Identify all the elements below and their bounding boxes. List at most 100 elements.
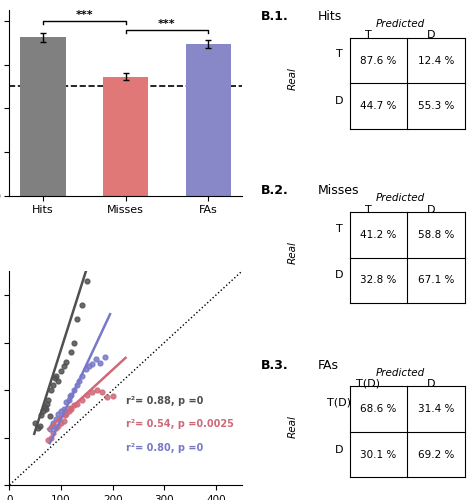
Point xyxy=(66,392,74,400)
Point xyxy=(83,391,91,399)
Point xyxy=(60,362,67,370)
Point xyxy=(57,408,65,416)
Text: 31.4 %: 31.4 % xyxy=(418,404,455,414)
Text: Real: Real xyxy=(288,241,298,264)
Text: D: D xyxy=(335,270,343,280)
Text: r²= 0.88, p =0: r²= 0.88, p =0 xyxy=(126,396,203,406)
Point xyxy=(39,408,47,416)
Point xyxy=(49,429,57,437)
Text: 32.8 %: 32.8 % xyxy=(360,276,397,285)
Text: D: D xyxy=(427,30,436,40)
Text: 68.6 %: 68.6 % xyxy=(360,404,397,414)
Point xyxy=(78,300,85,308)
Text: Misses: Misses xyxy=(318,184,360,198)
Point xyxy=(70,338,78,346)
Point xyxy=(60,417,67,425)
Point xyxy=(83,277,91,285)
Point xyxy=(34,424,42,432)
Point xyxy=(96,358,103,366)
Point xyxy=(45,436,52,444)
Text: D: D xyxy=(427,204,436,214)
Text: T: T xyxy=(365,204,372,214)
Text: 69.2 %: 69.2 % xyxy=(418,450,455,460)
Point xyxy=(49,420,57,428)
Point xyxy=(93,386,101,394)
Point xyxy=(55,376,62,384)
Point xyxy=(63,398,70,406)
Text: Predicted: Predicted xyxy=(375,193,425,203)
Point xyxy=(48,422,55,430)
Text: Predicted: Predicted xyxy=(375,368,425,378)
Text: T: T xyxy=(365,30,372,40)
Point xyxy=(46,425,54,433)
Point xyxy=(31,420,39,428)
Text: 44.7 %: 44.7 % xyxy=(360,101,397,111)
Point xyxy=(47,386,55,394)
Point xyxy=(68,348,75,356)
Point xyxy=(109,392,117,400)
Text: FAs: FAs xyxy=(318,358,339,372)
Point xyxy=(57,367,65,375)
Text: r²= 0.54, p =0.0025: r²= 0.54, p =0.0025 xyxy=(126,420,233,430)
Text: T: T xyxy=(336,224,342,234)
Bar xyxy=(185,44,231,196)
Text: 30.1 %: 30.1 % xyxy=(360,450,397,460)
Point xyxy=(43,400,50,408)
Point xyxy=(37,411,45,419)
Point xyxy=(99,388,106,396)
Point xyxy=(88,388,96,396)
Point xyxy=(36,422,44,430)
Text: r²= 0.80, p =0: r²= 0.80, p =0 xyxy=(126,443,203,453)
Point xyxy=(73,382,80,390)
Point xyxy=(66,404,74,412)
Point xyxy=(65,408,73,416)
Point xyxy=(42,405,49,413)
Point xyxy=(63,410,70,418)
Bar xyxy=(103,76,148,196)
Point xyxy=(52,424,60,432)
Point xyxy=(55,410,62,418)
Text: 41.2 %: 41.2 % xyxy=(360,230,397,240)
Point xyxy=(78,372,85,380)
Point xyxy=(73,315,80,323)
Text: 67.1 %: 67.1 % xyxy=(418,276,455,285)
Point xyxy=(86,362,93,370)
Text: 58.8 %: 58.8 % xyxy=(418,230,455,240)
Text: B.3.: B.3. xyxy=(261,358,289,372)
Text: ***: *** xyxy=(75,10,93,20)
Text: B.1.: B.1. xyxy=(261,10,289,23)
Text: T(D): T(D) xyxy=(356,379,381,389)
Text: D: D xyxy=(335,96,343,106)
Point xyxy=(60,405,67,413)
Point xyxy=(73,400,80,408)
Point xyxy=(65,396,73,404)
Text: D: D xyxy=(427,379,436,389)
Text: 12.4 %: 12.4 % xyxy=(418,56,455,66)
Text: T: T xyxy=(336,49,342,59)
Point xyxy=(63,358,70,366)
Point xyxy=(46,412,54,420)
Point xyxy=(51,374,59,382)
Text: ***: *** xyxy=(158,19,176,29)
Bar xyxy=(20,38,65,196)
Point xyxy=(104,393,111,401)
Point xyxy=(41,402,48,410)
Point xyxy=(68,405,75,413)
Point xyxy=(45,396,52,404)
Point xyxy=(75,376,83,384)
Point xyxy=(78,396,85,404)
Point xyxy=(55,422,62,430)
Text: Real: Real xyxy=(288,416,298,438)
Text: 55.3 %: 55.3 % xyxy=(418,101,455,111)
Point xyxy=(62,411,69,419)
Point xyxy=(70,402,78,409)
Point xyxy=(92,356,100,364)
Text: Hits: Hits xyxy=(318,10,342,23)
Point xyxy=(57,420,65,428)
Point xyxy=(52,414,60,422)
Text: Real: Real xyxy=(288,67,298,90)
Point xyxy=(49,382,57,390)
Text: D: D xyxy=(335,444,343,454)
Point xyxy=(88,360,96,368)
Point xyxy=(47,434,55,442)
